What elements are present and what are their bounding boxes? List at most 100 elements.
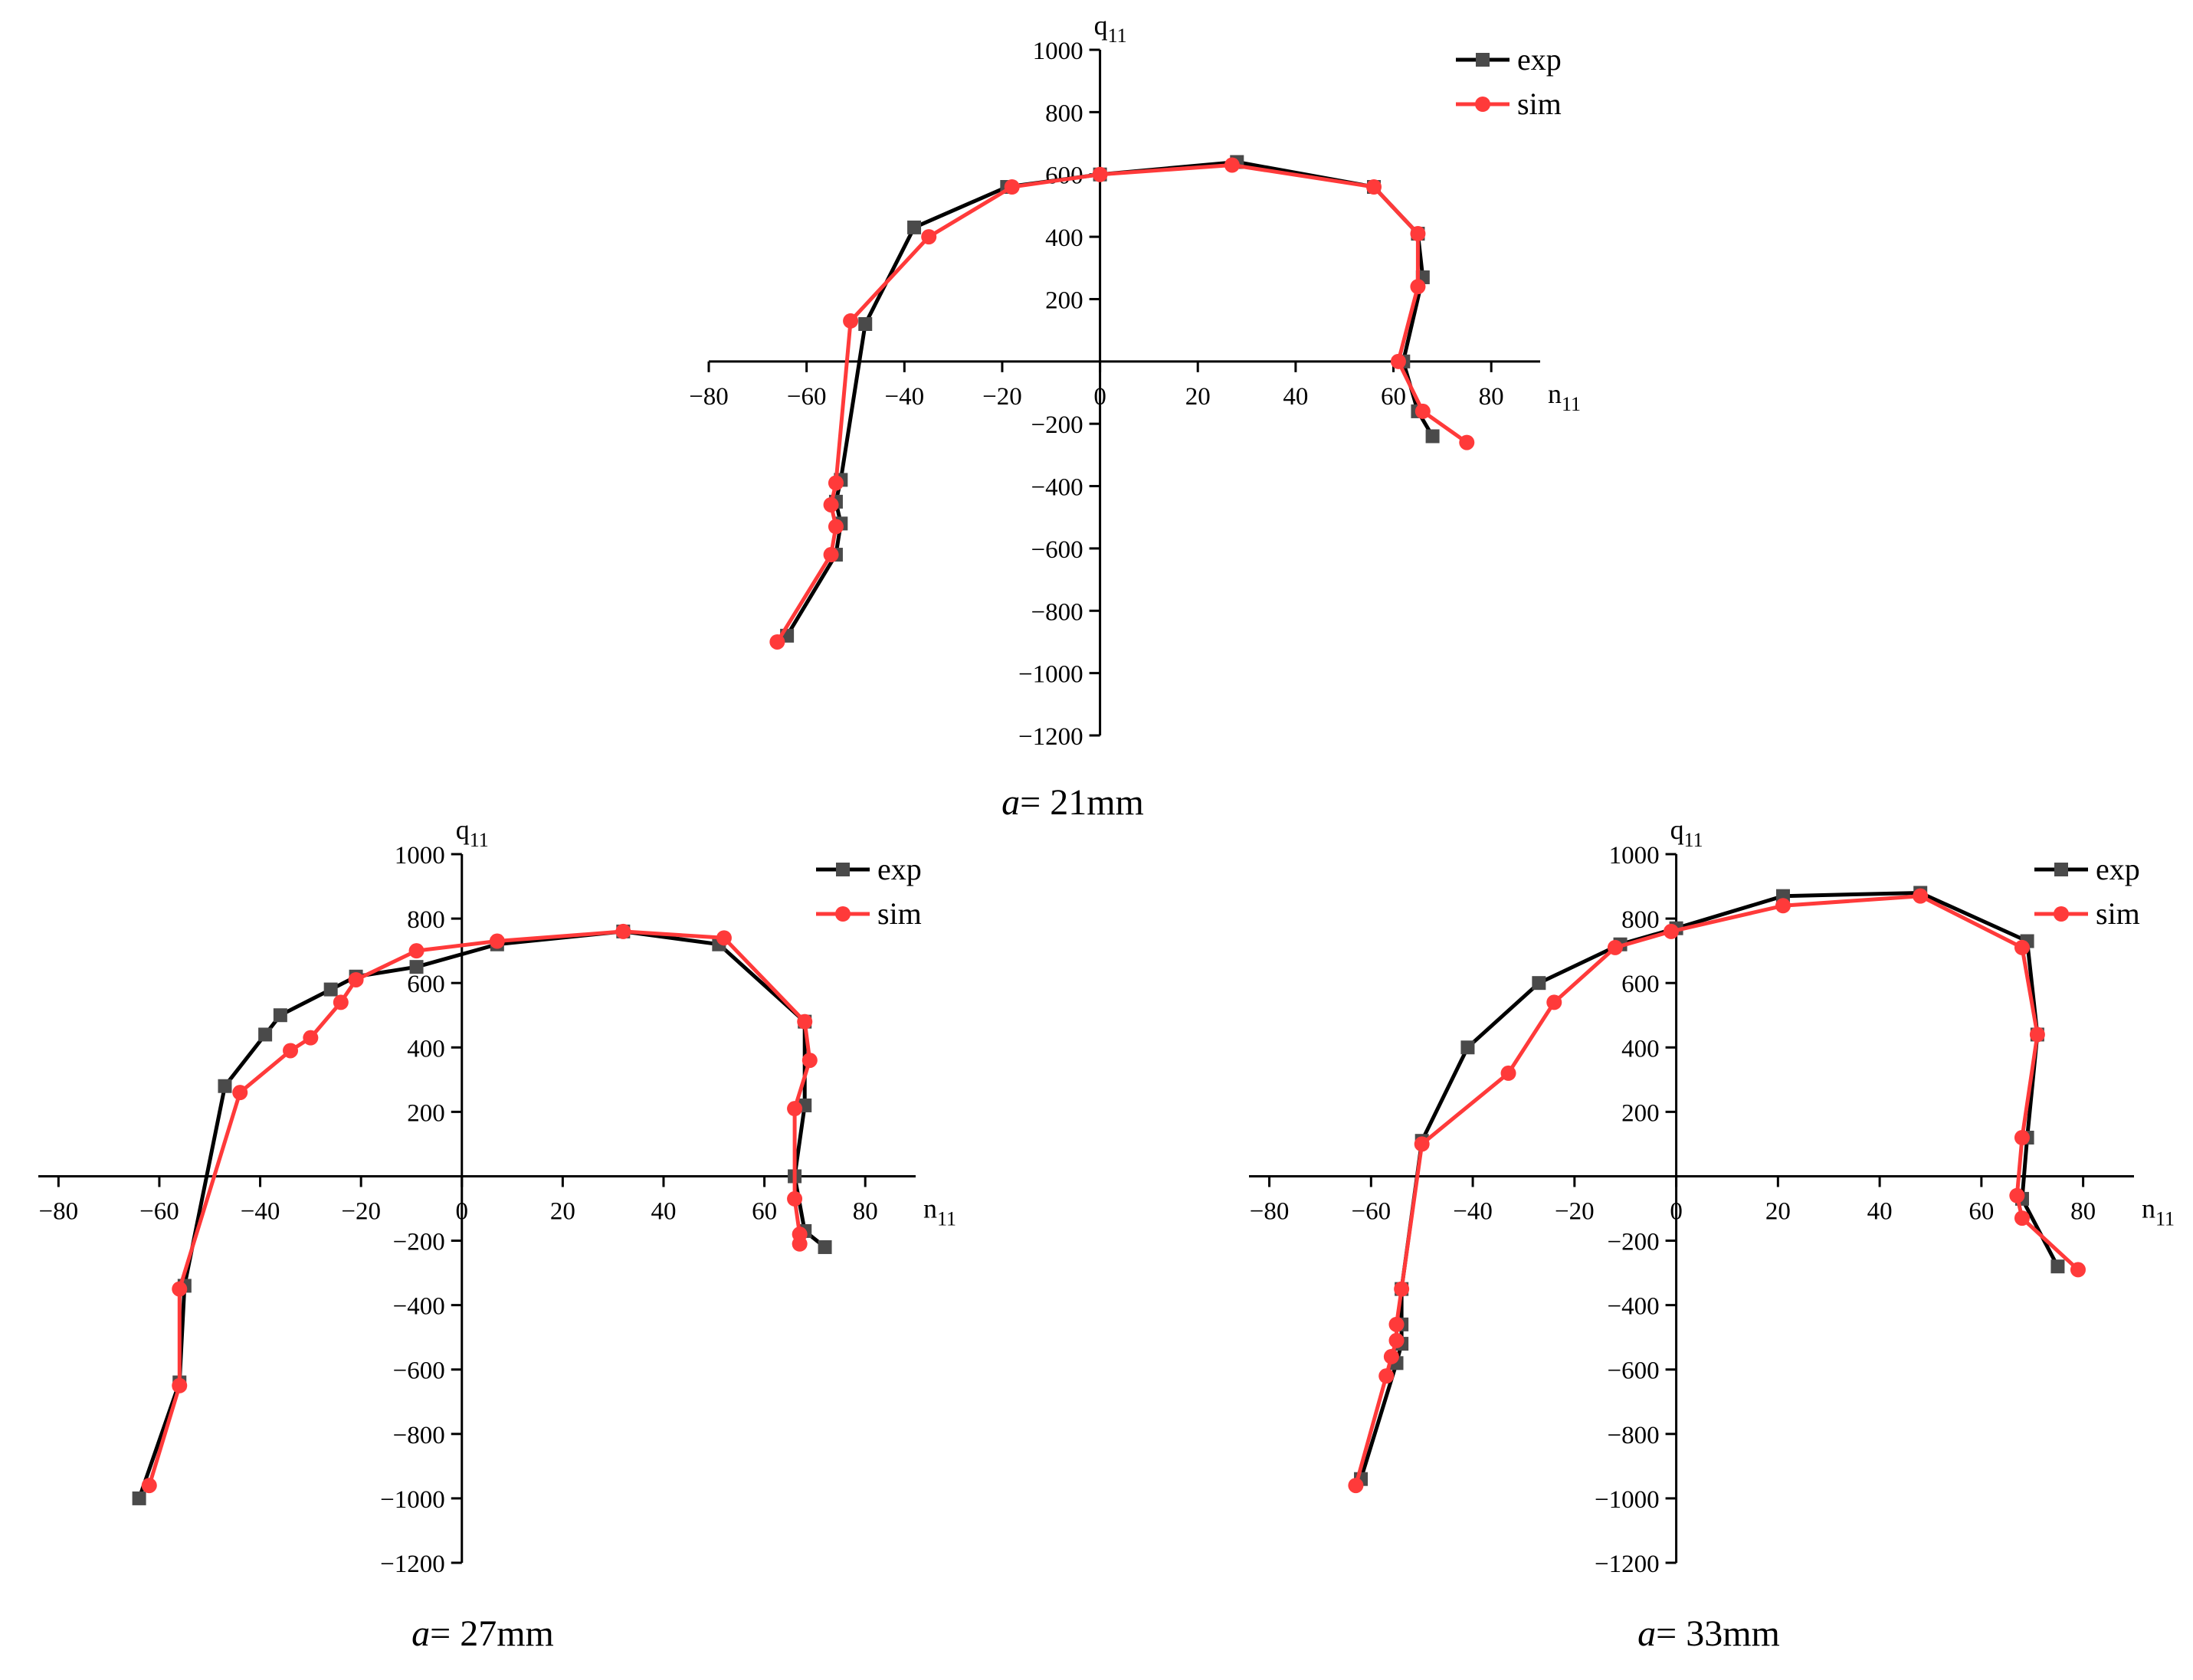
x-tick-label-a27: −60: [139, 1197, 179, 1225]
x-tick-label-a21: 20: [1185, 383, 1211, 411]
y-tick-label-a21: −600: [1031, 536, 1083, 564]
x-tick-label-a27: 80: [853, 1197, 878, 1225]
marker-sim-a33: [1546, 994, 1562, 1010]
marker-exp-a27: [218, 1079, 232, 1093]
legend-marker-exp-a27: [836, 863, 850, 876]
y-tick-label-a27: −400: [393, 1293, 445, 1321]
series-line-exp-a33: [1359, 891, 2060, 1480]
caption-a33-value: = 33mm: [1656, 1613, 1780, 1654]
y-tick-label-a27: −1200: [380, 1551, 445, 1578]
legend-marker-sim-a33: [2054, 906, 2069, 922]
marker-sim-a21: [1004, 179, 1020, 195]
marker-exp-a27: [132, 1491, 146, 1505]
y-axis-label-a21: q11: [1094, 10, 1127, 47]
caption-a27-value: = 27mm: [430, 1613, 554, 1654]
marker-sim-a27: [172, 1281, 188, 1297]
caption-a27-var: a: [411, 1613, 431, 1654]
marker-sim-a33: [2014, 1130, 2030, 1145]
marker-sim-a33: [2009, 1187, 2025, 1204]
y-tick-label-a27: 200: [407, 1099, 445, 1127]
y-tick-label-a21: −200: [1031, 411, 1083, 439]
marker-sim-a21: [1224, 157, 1240, 173]
legend-label-sim-a27: sim: [877, 896, 922, 931]
x-tick-label-a21: −20: [982, 383, 1022, 411]
chart-a33: −80 −60 −40 −20 0 20 40 60 80 1000 800 600 400 200 −20…: [1218, 804, 2193, 1609]
marker-sim-a33: [1913, 888, 1929, 904]
x-axis-label-a33: n11: [2142, 1193, 2175, 1230]
legend-marker-exp-a21: [1476, 53, 1490, 67]
marker-sim-a21: [828, 475, 844, 491]
series-line-sim-a33: [1353, 894, 2080, 1486]
marker-sim-a33: [2070, 1262, 2086, 1278]
x-tick-label-a33: 80: [2070, 1197, 2096, 1225]
marker-sim-a33: [1607, 939, 1623, 955]
marker-sim-a27: [232, 1085, 248, 1101]
y-tick-label-a33: 800: [1621, 906, 1660, 934]
y-tick-label-a27: −800: [393, 1422, 445, 1449]
marker-sim-a21: [828, 519, 844, 535]
caption-a21-var: a: [1001, 782, 1021, 823]
chart-a21: −80 −60 −40 −20 0 20 40 60 80 1000 800 600 400 200 −20…: [659, 0, 1624, 766]
x-tick-label-a33: −20: [1555, 1197, 1595, 1225]
marker-exp-a27: [258, 1027, 273, 1042]
marker-sim-a27: [615, 923, 631, 939]
marker-sim-a27: [787, 1190, 803, 1207]
marker-sim-a27: [283, 1043, 299, 1059]
marker-sim-a33: [1394, 1281, 1410, 1297]
y-tick-label-a21: −400: [1031, 474, 1083, 502]
x-tick-label-a21: −40: [884, 383, 924, 411]
marker-sim-a27: [801, 1053, 818, 1069]
x-tick-label-a27: −40: [241, 1197, 280, 1225]
marker-sim-a27: [489, 933, 505, 949]
x-tick-label-a33: −80: [1250, 1197, 1290, 1225]
legend-marker-exp-a33: [2054, 863, 2068, 876]
y-axis-label-a33: q11: [1670, 814, 1703, 851]
x-tick-label-a21: −80: [689, 383, 729, 411]
marker-sim-a21: [921, 229, 937, 245]
x-tick-label-a33: −60: [1351, 1197, 1391, 1225]
x-tick-label-a21: 0: [1093, 383, 1106, 411]
marker-sim-a21: [1366, 179, 1382, 195]
marker-sim-a21: [1410, 226, 1426, 242]
y-tick-label-a21: 200: [1045, 287, 1083, 314]
series-line-sim-a27: [147, 929, 812, 1486]
marker-sim-a33: [1775, 898, 1791, 914]
marker-sim-a33: [1388, 1332, 1405, 1348]
legend-label-exp-a33: exp: [2096, 852, 2140, 886]
x-tick-label-a27: 0: [456, 1197, 469, 1225]
x-tick-label-a33: 60: [1968, 1197, 1994, 1225]
marker-sim-a21: [1390, 353, 1406, 369]
marker-sim-a27: [348, 971, 364, 987]
marker-sim-a27: [792, 1236, 808, 1252]
marker-sim-a27: [797, 1014, 813, 1030]
y-tick-label-a21: −1200: [1018, 723, 1083, 751]
marker-exp-a21: [907, 220, 922, 234]
marker-sim-a33: [1414, 1136, 1430, 1152]
x-tick-label-a21: −60: [787, 383, 827, 411]
caption-a27: a= 27mm: [322, 1613, 644, 1655]
marker-exp-a21: [1425, 429, 1440, 444]
marker-sim-a21: [843, 313, 859, 329]
y-tick-label-a33: 200: [1621, 1099, 1660, 1127]
marker-sim-a27: [716, 930, 732, 946]
x-tick-label-a27: 20: [550, 1197, 575, 1225]
marker-sim-a27: [172, 1377, 188, 1393]
legend-label-sim-a21: sim: [1517, 87, 1562, 121]
marker-sim-a21: [823, 547, 839, 563]
legend-marker-sim-a21: [1475, 97, 1490, 112]
caption-a21-value: = 21mm: [1020, 782, 1144, 823]
y-tick-label-a21: 400: [1045, 224, 1083, 252]
marker-sim-a21: [1459, 434, 1475, 450]
marker-sim-a21: [1092, 166, 1108, 182]
x-axis-label-a27: n11: [923, 1193, 956, 1230]
chart-a27-svg: −80 −60 −40 −20 0 20 40 60 801000800600400200−20…: [38, 814, 956, 1578]
marker-sim-a33: [2029, 1027, 2045, 1043]
x-tick-label-a27: 60: [752, 1197, 777, 1225]
marker-exp-a33: [1460, 1040, 1475, 1055]
x-tick-label-a21: 60: [1381, 383, 1406, 411]
marker-sim-a27: [787, 1101, 803, 1117]
y-tick-label-a21: 1000: [1033, 38, 1083, 65]
legend-label-exp-a27: exp: [877, 852, 922, 886]
legend-label-sim-a33: sim: [2096, 896, 2140, 931]
